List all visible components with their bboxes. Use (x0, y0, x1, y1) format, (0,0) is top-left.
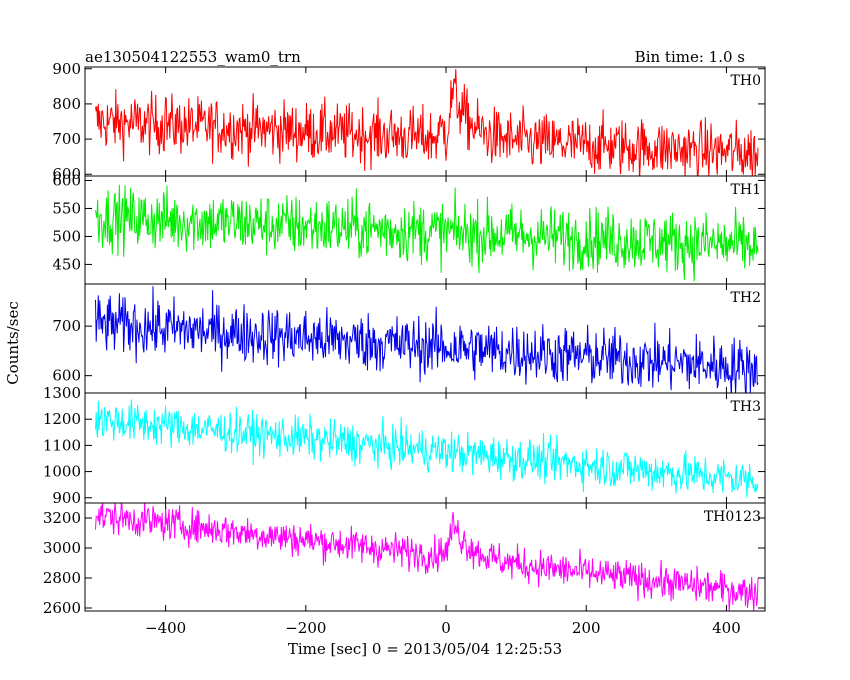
y-tick-label: 3000 (43, 539, 81, 557)
y-tick-label: 450 (52, 255, 81, 273)
y-tick-label: 3200 (43, 509, 81, 527)
y-tick-label: 550 (52, 199, 81, 217)
x-axis-ticks: −400 −200 0 200 400 (145, 619, 741, 637)
y-tick-label: 1300 (43, 384, 81, 402)
y-tick-label: 2800 (43, 569, 81, 587)
x-tick-label: −400 (145, 619, 186, 637)
y-tick-label: 700 (52, 317, 81, 335)
y-tick-label: 1200 (43, 410, 81, 428)
panel-label-th3: TH3 (731, 399, 761, 415)
panels-group: 600 700 800 900 TH0 450 500 550 600 TH1 600 700 TH2 9… (43, 60, 766, 617)
panel-label-th1: TH1 (731, 182, 761, 198)
series-line-th1 (95, 184, 759, 282)
panel-th0123: 2600 2800 3000 3200 TH0123 (43, 502, 766, 617)
y-tick-label: 700 (52, 130, 81, 148)
y-tick-label: 800 (52, 95, 81, 113)
y-axis-label: Counts/sec (4, 301, 22, 385)
x-tick-label: 0 (441, 619, 451, 637)
panel-frame (84, 502, 766, 612)
y-tick-label: 600 (52, 367, 81, 385)
panel-label-th0123: TH0123 (704, 509, 761, 525)
y-tick-label: 2600 (43, 599, 81, 617)
x-axis-label: Time [sec] 0 = 2013/05/04 12:25:53 (288, 640, 562, 658)
y-tick-label: 900 (52, 489, 81, 507)
series-line-th0 (95, 68, 759, 176)
y-tick-label: 600 (52, 165, 81, 183)
x-tick-label: 200 (572, 619, 601, 637)
panel-th3: 900 1000 1100 1200 1300 TH3 (43, 384, 766, 507)
panel-th1: 450 500 550 600 TH1 (52, 171, 766, 285)
chart-title: ae130504122553_wam0_trn (85, 48, 301, 66)
panel-th0: 600 700 800 900 TH0 (52, 60, 766, 183)
x-tick-label: 400 (712, 619, 741, 637)
y-tick-label: 600 (52, 171, 81, 189)
panel-label-th2: TH2 (731, 290, 761, 306)
panel-label-th0: TH0 (731, 73, 761, 89)
panel-th2: 600 700 TH2 (52, 283, 766, 394)
series-line-th0123 (95, 503, 759, 611)
bin-time-label: Bin time: 1.0 s (635, 48, 745, 66)
y-tick-label: 500 (52, 227, 81, 245)
series-line-th2 (95, 286, 759, 393)
series-line-th3 (95, 399, 759, 498)
y-tick-label: 1000 (43, 463, 81, 481)
x-tick-label: −200 (285, 619, 326, 637)
y-tick-label: 1100 (43, 436, 81, 454)
y-tick-label: 900 (52, 60, 81, 78)
